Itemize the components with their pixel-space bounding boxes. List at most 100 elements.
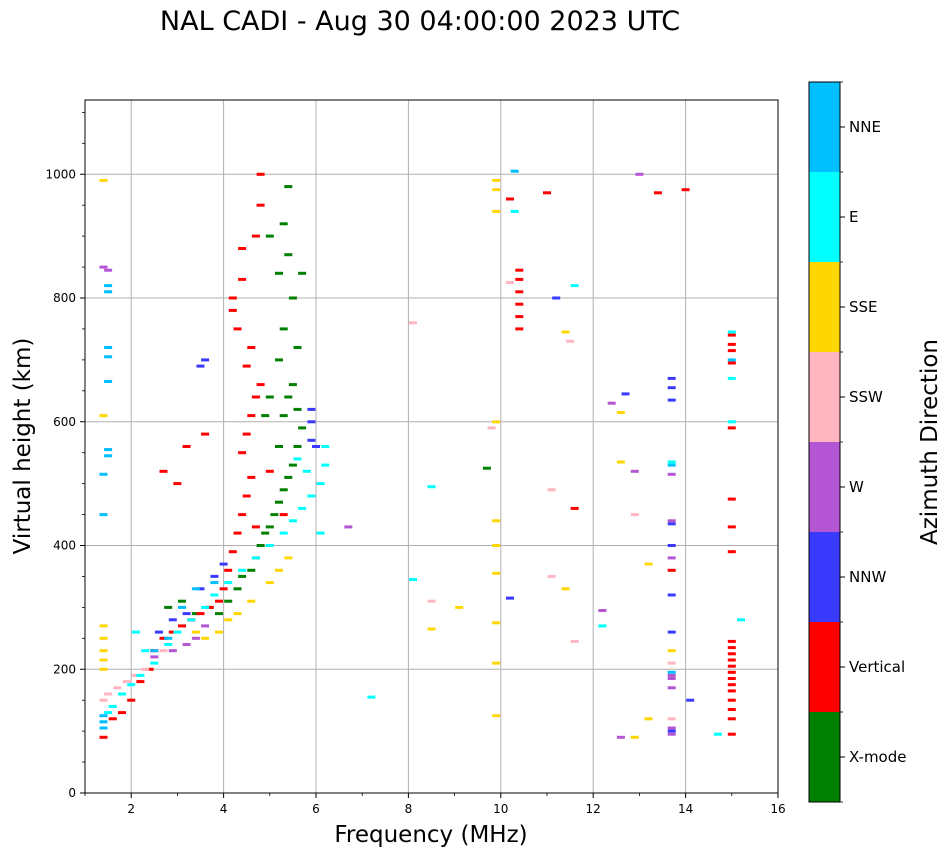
data-point-nnw: [506, 596, 514, 600]
data-point-e: [131, 630, 140, 634]
data-point-sse: [427, 627, 436, 631]
data-point-vertical: [515, 302, 524, 306]
data-point-ssw: [506, 281, 514, 284]
data-point-e: [510, 209, 519, 213]
data-point-vertical: [256, 172, 265, 176]
data-point-vertical: [727, 349, 736, 353]
data-point-w: [635, 172, 644, 176]
data-point-vertical: [515, 290, 524, 294]
data-point-sse: [99, 178, 108, 182]
data-point-nnw: [196, 364, 205, 368]
data-point-nne: [99, 513, 108, 517]
data-point-vertical: [727, 683, 736, 687]
colorbar-tick-label: SSE: [849, 298, 878, 316]
data-point-nne: [510, 169, 519, 173]
colorbar-segment: [809, 622, 840, 712]
data-point-e: [238, 568, 247, 572]
colorbar-segment: [809, 262, 840, 352]
data-point-sse: [99, 658, 108, 662]
data-point-nne: [191, 587, 200, 591]
y-tick-label: 0: [68, 786, 76, 800]
data-point-x-mode: [265, 525, 274, 529]
data-point-vertical: [515, 315, 524, 319]
data-point-sse: [492, 544, 501, 547]
data-point-sse: [224, 618, 233, 622]
data-point-vertical: [118, 711, 126, 715]
data-point-vertical: [727, 664, 736, 668]
data-point-x-mode: [224, 599, 233, 603]
data-point-sse: [99, 414, 108, 418]
data-point-vertical: [201, 432, 210, 436]
data-point-x-mode: [233, 587, 242, 591]
data-point-e: [321, 463, 330, 467]
data-point-vertical: [727, 689, 736, 693]
data-point-ssw: [427, 599, 436, 603]
data-point-sse: [492, 661, 501, 665]
data-point-e: [737, 618, 745, 622]
data-point-e: [127, 683, 136, 687]
data-point-e: [427, 485, 436, 489]
data-point-vertical: [251, 525, 260, 529]
data-point-x-mode: [256, 544, 265, 547]
data-point-x-mode: [275, 445, 283, 448]
data-point-w: [182, 643, 191, 646]
data-point-e: [164, 643, 173, 646]
data-point-vertical: [515, 327, 524, 331]
data-point-vertical: [247, 475, 256, 479]
data-point-sse: [284, 556, 293, 560]
data-point-sse: [492, 188, 501, 192]
data-point-ssw: [99, 698, 108, 702]
x-tick-label: 14: [678, 802, 693, 816]
x-tick-label: 6: [312, 802, 320, 816]
data-point-sse: [99, 649, 108, 653]
colorbar-segment: [809, 712, 840, 802]
data-point-e: [104, 711, 113, 715]
y-axis-ticks: 0 200 400 600 800 1000: [45, 111, 85, 800]
data-point-ssw: [547, 574, 556, 578]
data-point-x-mode: [288, 383, 297, 387]
data-point-x-mode: [279, 488, 288, 492]
x-tick-label: 2: [127, 802, 135, 816]
data-point-e: [316, 482, 325, 486]
data-point-vertical: [242, 432, 251, 436]
data-point-sse: [616, 411, 625, 414]
data-point-e: [298, 506, 307, 510]
data-point-vertical: [727, 550, 736, 554]
data-point-sse: [630, 735, 639, 739]
data-point-w: [344, 525, 353, 529]
data-point-vertical: [228, 550, 237, 554]
data-point-ssw: [570, 639, 579, 643]
y-axis-label: Virtual height (km): [10, 338, 36, 555]
data-point-vertical: [99, 735, 108, 739]
data-point-vertical: [727, 342, 736, 346]
data-point-e: [201, 605, 210, 609]
data-points: [99, 169, 745, 739]
data-point-vertical: [727, 670, 736, 674]
data-point-sse: [667, 649, 676, 653]
data-point-nne: [99, 720, 108, 724]
data-point-vertical: [196, 612, 205, 616]
data-point-vertical: [233, 327, 242, 331]
x-axis-label: Frequency (MHz): [334, 822, 527, 848]
data-point-x-mode: [261, 414, 270, 418]
data-point-nne: [667, 463, 676, 467]
data-point-vertical: [238, 247, 247, 250]
colorbar-frame: [808, 81, 841, 803]
data-point-ssw: [141, 667, 150, 671]
data-point-nnw: [196, 587, 205, 591]
data-point-nnw: [552, 296, 561, 300]
data-point-e: [279, 531, 288, 535]
data-point-nnw: [667, 398, 676, 402]
chart-title: NAL CADI - Aug 30 04:00:00 2023 UTC: [159, 6, 681, 37]
data-point-e: [727, 330, 736, 334]
data-point-vertical: [727, 497, 736, 501]
data-point-vertical: [145, 667, 154, 671]
colorbar-segment: [809, 82, 840, 172]
data-point-w: [598, 609, 607, 612]
y-tick-label: 200: [53, 662, 76, 676]
data-point-w: [99, 265, 108, 269]
data-point-vertical: [247, 346, 256, 349]
data-point-x-mode: [265, 234, 274, 238]
data-point-e: [316, 531, 325, 535]
data-point-x-mode: [284, 475, 293, 479]
